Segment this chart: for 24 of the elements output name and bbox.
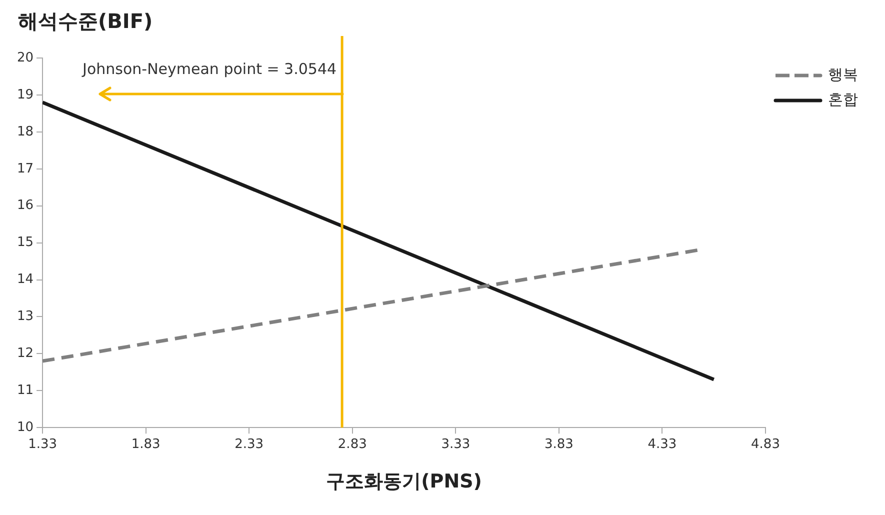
y-tick-label: 14 [16,272,34,288]
x-tick-label: 2.83 [338,436,367,452]
x-tick-label: 2.33 [234,436,264,452]
y-tick-label: 13 [16,309,34,324]
x-tick-label: 1.83 [131,436,160,452]
annotation: Johnson-Neymean point = 3.0544 [82,60,337,78]
x-axis-title: 구조화동기(PNS) [326,470,482,493]
x-tick-label: 3.33 [441,436,470,452]
y-tick-label: 20 [16,50,34,66]
y-tick-label: 19 [16,87,34,102]
y-tick-label: 11 [16,383,34,398]
y-tick-label: 16 [16,198,34,214]
y-tick-label: 18 [16,124,34,140]
legend-label: 혼합 [828,90,858,108]
y-tick-label: 15 [16,235,34,250]
y-tick-label: 10 [16,420,34,435]
x-tick-label: 4.33 [648,436,677,452]
y-tick-label: 12 [16,346,34,362]
y-axis-title: 해석수준(BIF) [18,8,153,35]
y-tick-label: 17 [16,161,34,176]
x-tick-label: 4.83 [751,436,780,452]
x-tick-label: 3.83 [544,436,574,452]
legend-label: 행복 [828,65,858,84]
x-tick-label: 1.33 [28,436,58,452]
